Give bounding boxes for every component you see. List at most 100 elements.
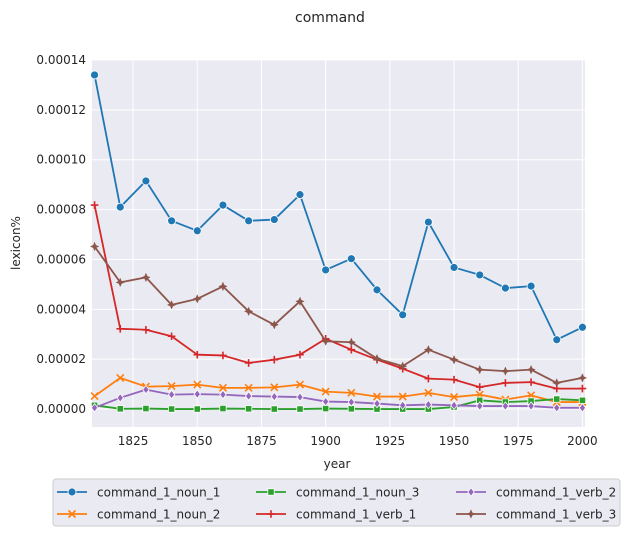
data-point	[270, 405, 278, 413]
data-point	[553, 395, 561, 403]
series-layer	[89, 70, 588, 413]
x-tick-label: 2000	[567, 434, 598, 448]
data-point	[501, 283, 510, 293]
data-point	[552, 335, 562, 345]
data-point	[167, 405, 176, 413]
data-point	[347, 345, 356, 354]
data-point	[475, 383, 484, 391]
data-point	[398, 400, 407, 411]
legend-item: command_1_noun_1	[57, 486, 220, 500]
data-point	[141, 272, 151, 283]
data-point	[244, 359, 253, 367]
data-point	[527, 401, 535, 411]
legend-marker	[467, 487, 475, 497]
series-command_1_noun_1	[90, 70, 587, 345]
data-point	[397, 361, 408, 371]
data-point	[552, 378, 562, 388]
data-point	[269, 320, 280, 330]
x-axis-ticks: 1825 1850 1875 1900 1925 1950 1975 2000	[118, 434, 598, 448]
data-point	[475, 364, 485, 375]
y-tick-label: 0.00008	[36, 203, 86, 217]
data-point	[193, 405, 201, 413]
data-point	[424, 374, 433, 383]
data-point	[578, 322, 587, 332]
x-tick-label: 1900	[310, 434, 341, 448]
data-point	[116, 373, 125, 382]
legend-label: command_1_verb_2	[496, 486, 616, 500]
data-point	[167, 382, 176, 391]
data-point	[372, 392, 382, 401]
data-point	[193, 380, 202, 389]
series-command_1_verb_2	[90, 384, 587, 413]
data-point	[219, 404, 227, 413]
x-tick-label: 1975	[503, 434, 534, 448]
x-tick-label: 1950	[439, 434, 470, 448]
data-point	[193, 350, 202, 359]
data-point	[192, 294, 202, 304]
y-tick-label: 0.00006	[36, 252, 86, 266]
data-point	[450, 375, 458, 384]
data-point	[527, 378, 535, 386]
legend-marker	[67, 509, 77, 519]
series-line	[94, 376, 583, 403]
data-point	[193, 389, 201, 399]
data-point	[296, 392, 304, 402]
x-axis-label: year	[324, 457, 351, 471]
data-point	[270, 383, 279, 392]
data-point	[346, 254, 356, 264]
series-command_1_verb_3	[89, 241, 588, 388]
data-point	[321, 396, 330, 407]
data-point	[449, 263, 459, 272]
plot-area	[92, 60, 585, 427]
data-point	[116, 392, 124, 403]
data-point	[192, 226, 202, 236]
data-point	[449, 354, 459, 365]
data-point	[89, 241, 100, 252]
data-point	[142, 325, 150, 334]
legend-item: command_1_noun_2	[57, 508, 220, 522]
data-point	[424, 399, 433, 410]
y-tick-label: 0.00012	[36, 103, 86, 117]
data-point	[347, 397, 356, 407]
data-point	[372, 353, 382, 364]
legend-label: command_1_noun_1	[97, 486, 220, 500]
legend-label: command_1_verb_3	[496, 508, 616, 522]
x-tick-label: 1825	[118, 434, 149, 448]
legend-label: command_1_noun_3	[296, 486, 419, 500]
data-point	[243, 306, 254, 317]
data-point	[270, 355, 279, 364]
data-point	[244, 391, 253, 401]
data-point	[501, 401, 510, 411]
data-point	[347, 388, 356, 397]
legend-label: command_1_verb_1	[296, 508, 416, 522]
data-point	[295, 190, 305, 200]
data-point	[90, 402, 99, 413]
legend-marker	[267, 510, 275, 518]
y-tick-label: 0.00002	[36, 352, 86, 366]
data-point	[321, 387, 330, 396]
series-line	[94, 388, 583, 409]
data-point	[578, 396, 587, 404]
legend: command_1_noun_1 command_1_noun_2 command_…	[52, 478, 621, 527]
data-point	[219, 351, 227, 360]
data-point	[398, 392, 407, 401]
data-point	[476, 401, 484, 411]
data-point	[269, 215, 279, 224]
series-line	[94, 398, 583, 410]
y-axis-ticks: 0.00000 0.00002 0.00004 0.00006 0.00008 0.000…	[36, 53, 86, 416]
chart-title: command	[295, 10, 365, 26]
legend-item: command_1_verb_1	[256, 508, 416, 522]
data-point	[526, 364, 536, 375]
legend-item: command_1_verb_2	[456, 486, 616, 500]
series-line	[93, 245, 583, 384]
data-point	[90, 70, 99, 80]
data-point	[167, 389, 176, 400]
data-point	[423, 217, 433, 227]
data-point	[320, 336, 331, 346]
y-tick-label: 0.00000	[36, 402, 86, 416]
y-tick-label: 0.00014	[36, 53, 86, 67]
data-point	[500, 366, 511, 376]
legend-label: command_1_noun_2	[97, 508, 220, 522]
data-point	[424, 388, 433, 397]
